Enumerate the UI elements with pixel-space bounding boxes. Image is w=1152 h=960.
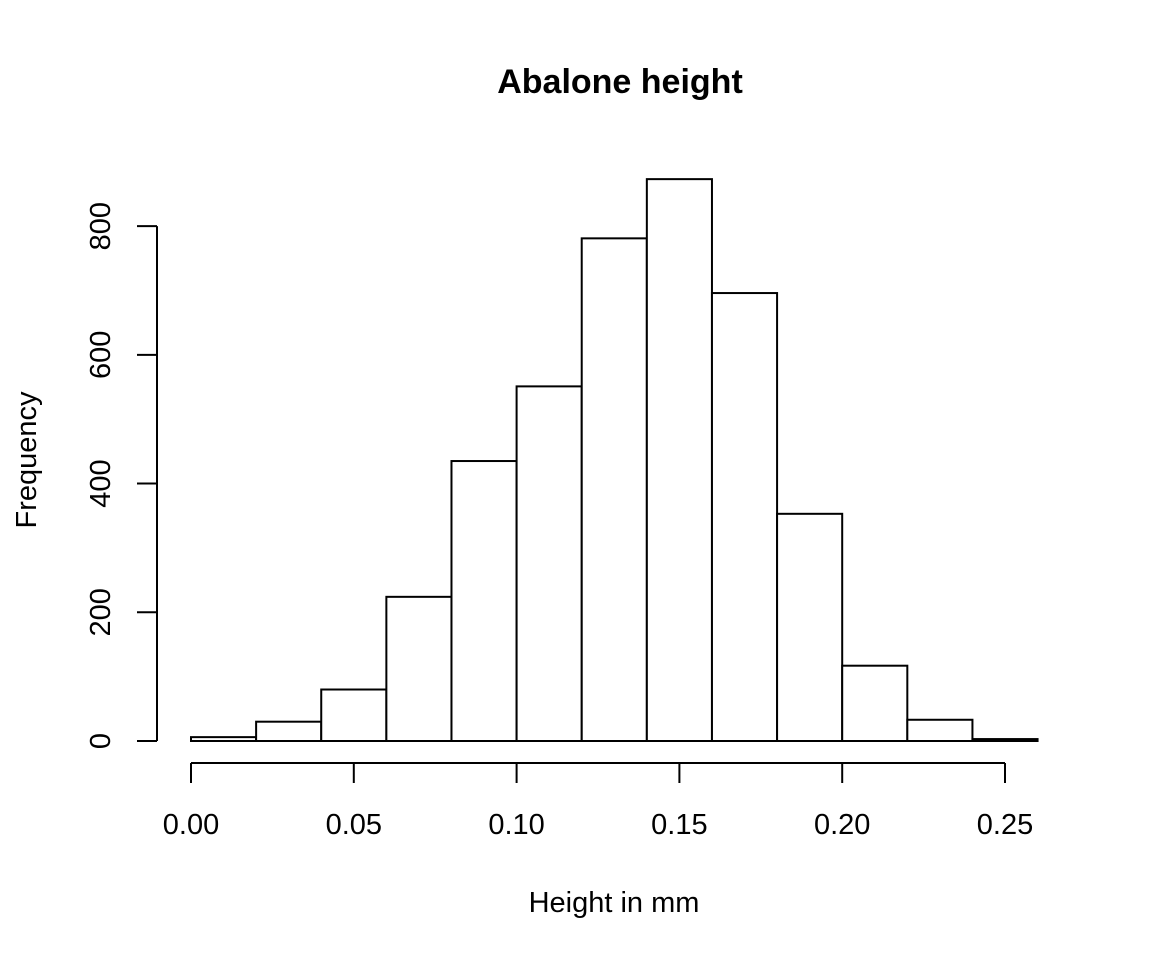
histogram-bar-5 bbox=[515, 385, 583, 742]
chart-title: Abalone height bbox=[497, 63, 743, 101]
histogram-bar-4 bbox=[450, 460, 518, 742]
x-tick-label-0: 0.00 bbox=[163, 809, 219, 841]
x-axis-label: Height in mm bbox=[529, 887, 700, 919]
histogram-bar-10 bbox=[841, 664, 909, 742]
x-tick-label-5: 0.25 bbox=[977, 809, 1033, 841]
histogram-bar-3 bbox=[385, 595, 453, 743]
x-tick-label-4: 0.20 bbox=[814, 809, 870, 841]
bars-group bbox=[190, 178, 1039, 743]
y-tick-label-0: 0 bbox=[85, 733, 117, 749]
histogram-bar-8 bbox=[710, 292, 779, 742]
histogram-bar-7 bbox=[645, 178, 713, 742]
y-tick-label-4: 800 bbox=[85, 202, 117, 250]
x-tick-label-2: 0.10 bbox=[488, 809, 544, 841]
y-axis: 0 200 400 600 800 bbox=[85, 202, 158, 749]
histogram-bar-11 bbox=[906, 718, 974, 743]
y-tick-label-3: 600 bbox=[85, 331, 117, 379]
histogram-bar-6 bbox=[580, 237, 648, 743]
y-tick-label-1: 200 bbox=[85, 588, 117, 636]
histogram-bar-12 bbox=[971, 738, 1039, 743]
y-axis-label: Frequency bbox=[11, 391, 43, 529]
histogram-bar-2 bbox=[320, 688, 388, 743]
y-tick-label-2: 400 bbox=[85, 459, 117, 507]
histogram-bar-1 bbox=[255, 720, 323, 743]
histogram-bar-0 bbox=[190, 736, 258, 743]
x-tick-label-3: 0.15 bbox=[651, 809, 707, 841]
histogram-bar-9 bbox=[776, 512, 844, 742]
x-axis: 0.00 0.05 0.10 0.15 0.20 0.25 bbox=[163, 762, 1033, 841]
x-tick-label-1: 0.05 bbox=[326, 809, 382, 841]
